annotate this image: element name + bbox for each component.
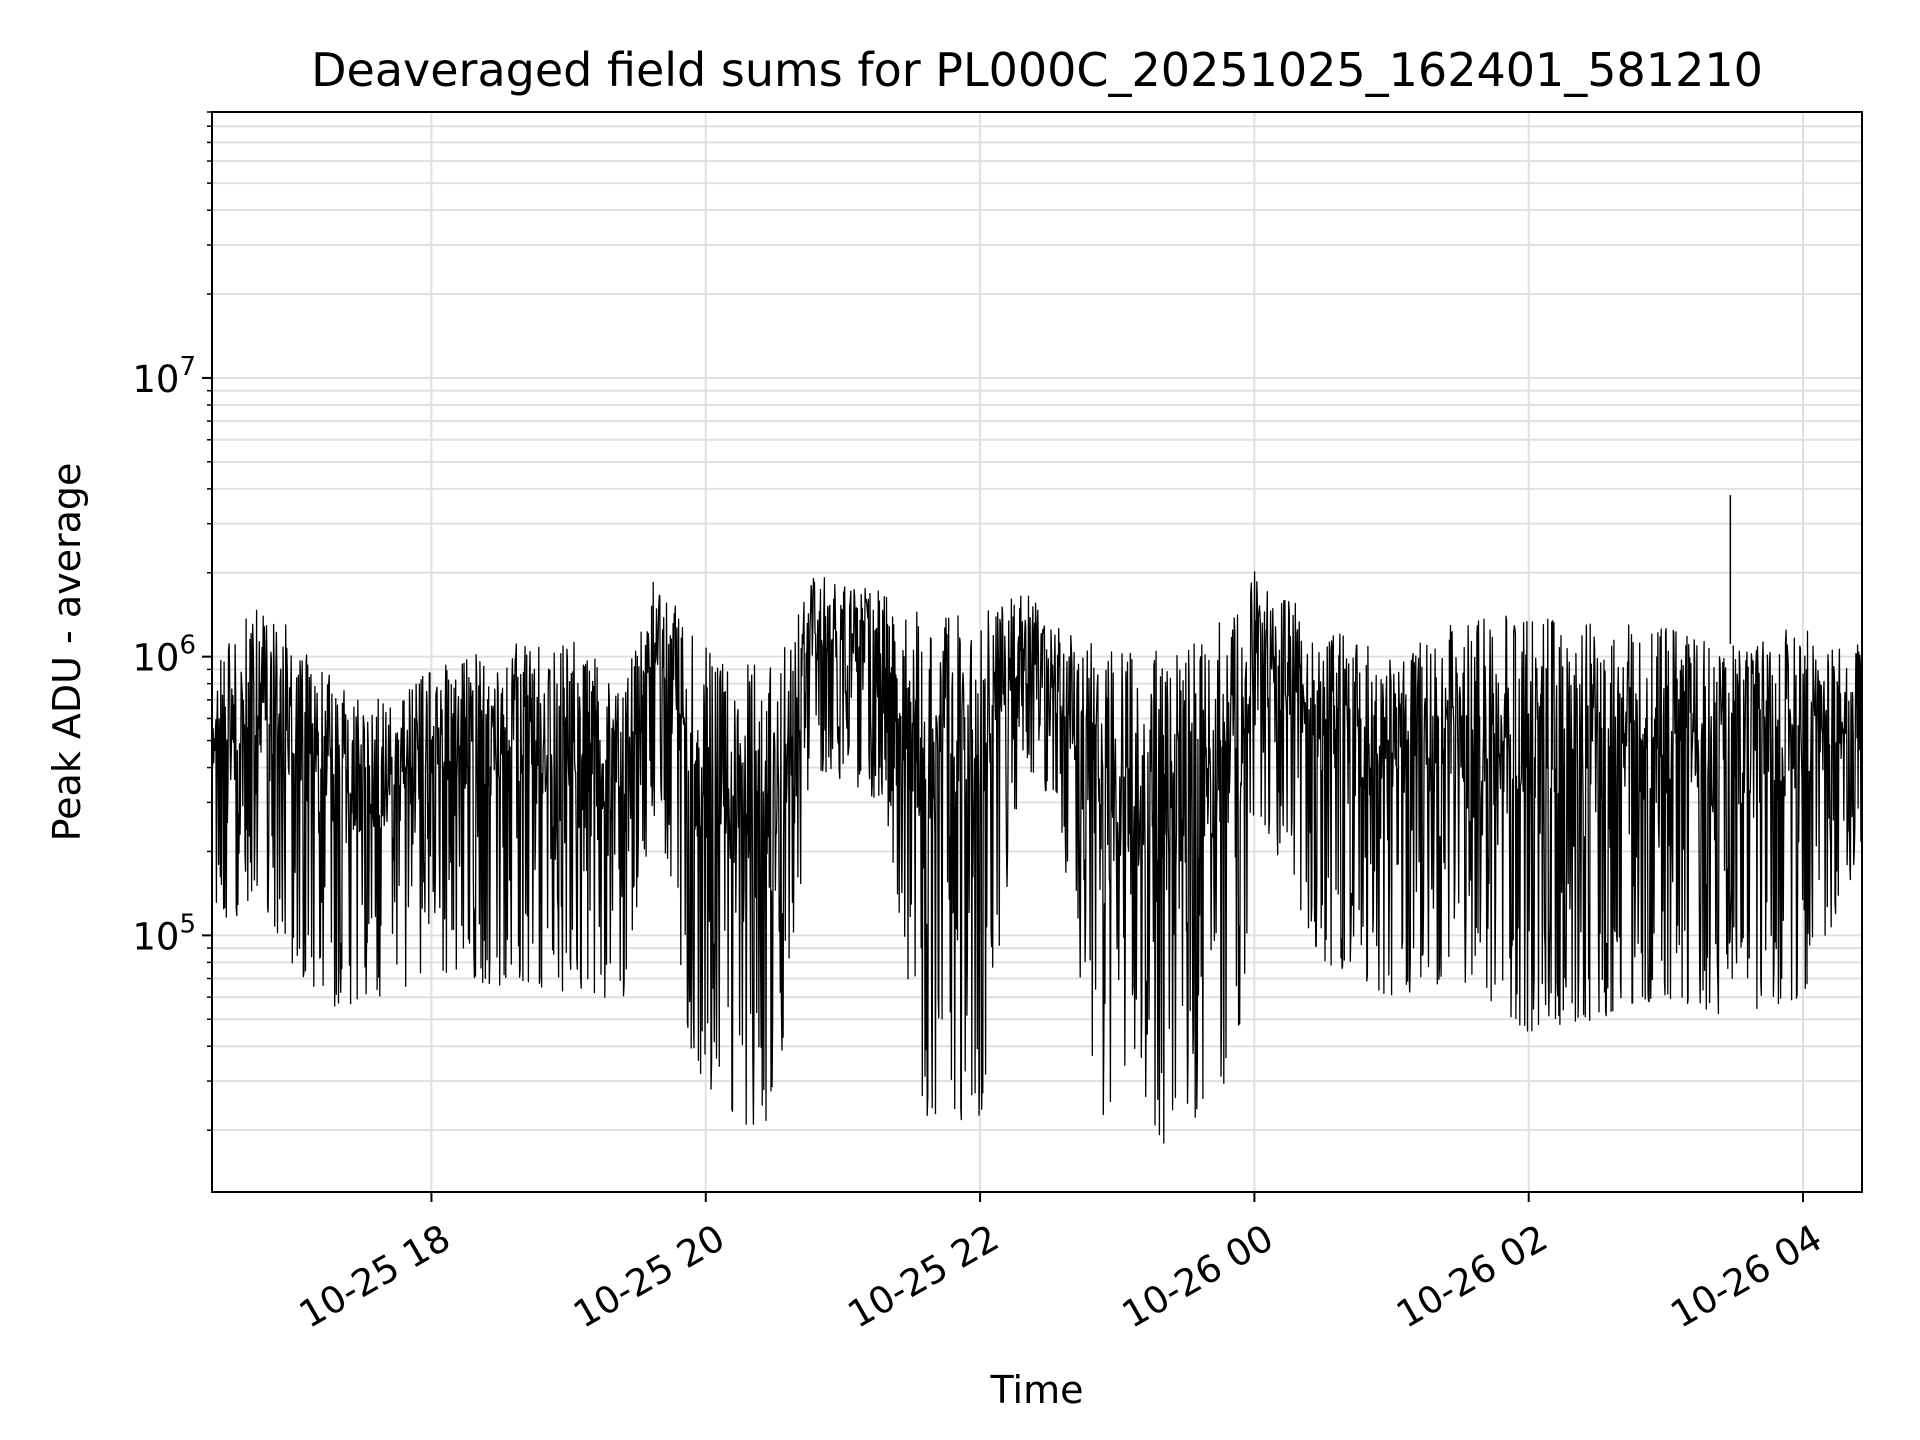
y-axis-label: Peak ADU - average: [45, 463, 89, 842]
y-tick-exponent: 6: [179, 631, 196, 661]
y-tick-base: 10: [132, 358, 179, 401]
data-series: [211, 495, 1863, 1144]
y-tick-exponent: 7: [179, 352, 196, 382]
x-axis-label: Time: [990, 1368, 1084, 1412]
y-tick-label: 107: [132, 352, 196, 401]
y-tick-label: 105: [132, 909, 196, 958]
y-tick-exponent: 5: [179, 909, 196, 939]
chart-title: Deaveraged field sums for PL000C_2025102…: [311, 43, 1763, 97]
y-tick-base: 10: [132, 637, 179, 680]
series-line: [211, 571, 1863, 1144]
plot-frame: [211, 111, 1863, 1193]
y-tick-base: 10: [132, 915, 179, 958]
y-tick-label: 106: [132, 631, 196, 680]
